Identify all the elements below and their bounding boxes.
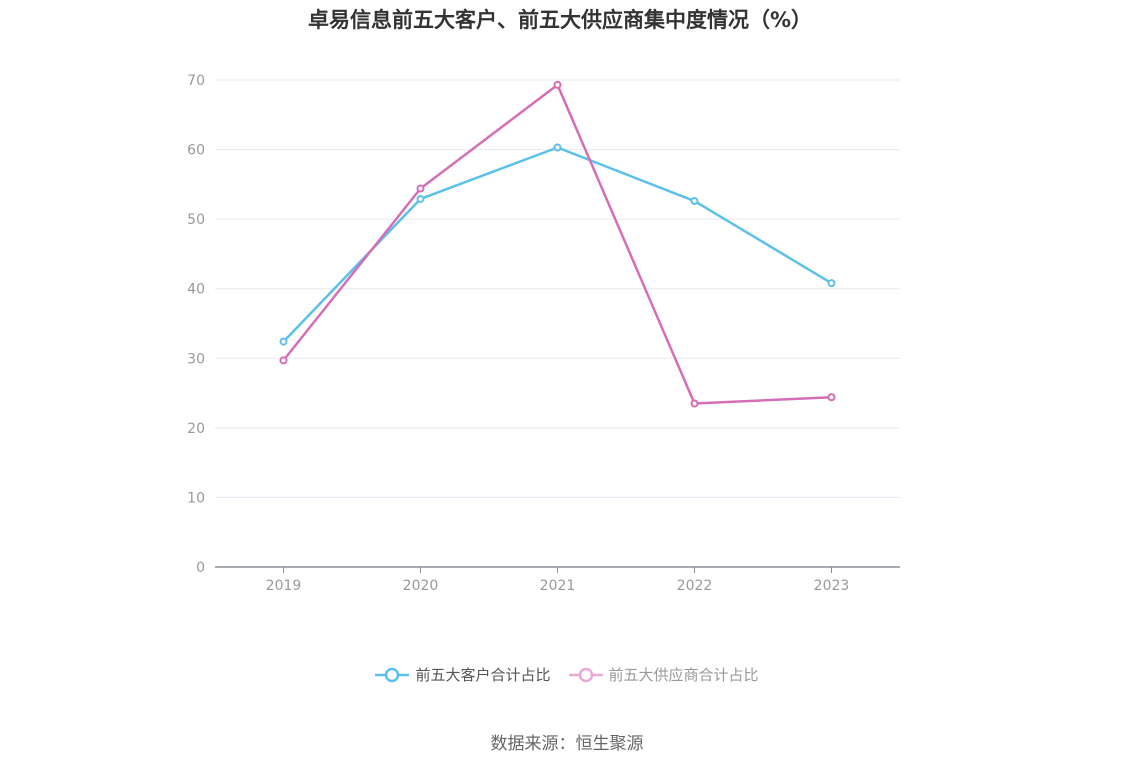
x-tick-label: 2019	[266, 578, 302, 594]
data-point-0-1	[416, 194, 425, 203]
legend-item-customers[interactable]: 前五大客户合计占比	[375, 664, 551, 685]
data-point-0-3	[690, 197, 699, 206]
grid-lines	[215, 79, 900, 498]
series-line-1	[282, 83, 832, 405]
y-tick-label: 20	[187, 421, 205, 437]
data-source: 数据来源：恒生聚源	[490, 734, 644, 754]
x-tick-label: 2023	[814, 578, 850, 594]
legend-label-customers: 前五大客户合计占比	[415, 666, 551, 684]
legend-label-suppliers: 前五大供应商合计占比	[608, 666, 759, 684]
series-layer	[279, 80, 836, 408]
legend-item-suppliers[interactable]: 前五大供应商合计占比	[568, 664, 759, 685]
legend-suppliers-icon	[568, 667, 603, 682]
y-tick-label: 30	[187, 351, 205, 367]
data-point-1-4	[827, 393, 836, 402]
data-point-0-0	[279, 337, 288, 346]
data-point-1-3	[690, 399, 699, 408]
x-tick-label: 2022	[677, 578, 713, 594]
y-tick-label: 50	[187, 212, 205, 228]
y-tick-label: 70	[187, 73, 205, 89]
chart-title: 卓易信息前五大客户、前五大供应商集中度情况（%）	[307, 8, 813, 32]
data-point-1-2	[553, 80, 562, 89]
y-axis-ticks: 0 10 20 30 40 50 60 70	[187, 73, 205, 576]
x-tick-label: 2021	[540, 578, 576, 594]
line-chart: 0 10 20 30 40 50 60 70 2019 2020 2021 2022 2023	[187, 73, 900, 594]
x-tick-label: 2020	[403, 578, 439, 594]
legend-customers-icon	[375, 667, 410, 682]
data-point-0-4	[827, 279, 836, 288]
data-point-1-0	[279, 356, 288, 365]
legend: 前五大客户合计占比 前五大供应商合计占比	[0, 664, 1134, 685]
data-point-0-2	[553, 143, 562, 152]
x-axis: 2019 2020 2021 2022 2023	[215, 566, 900, 594]
y-tick-label: 60	[187, 143, 205, 159]
data-point-1-1	[416, 184, 425, 193]
y-tick-label: 0	[196, 560, 205, 576]
y-tick-label: 40	[187, 282, 205, 298]
series-line-0	[282, 146, 833, 343]
y-tick-label: 10	[187, 490, 205, 506]
